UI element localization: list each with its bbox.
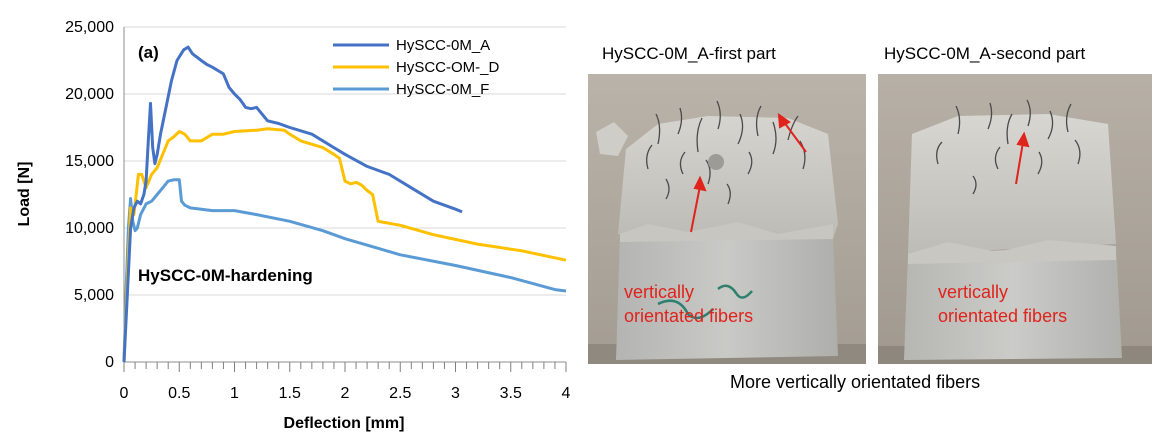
photo-caption: More vertically orientated fibers [730, 372, 981, 392]
series-line-2 [122, 127, 567, 363]
series-line-3 [122, 178, 567, 363]
gridlines [124, 26, 566, 296]
photo-second-label-line1: vertically [938, 282, 1009, 302]
legend: HySCC-0M_A HySCC-OM-_D HySCC-0M_F [333, 37, 499, 98]
y-tick-label: 15,000 [65, 153, 114, 170]
panel-label: (a) [138, 43, 159, 62]
legend-label: HySCC-0M_A [396, 37, 490, 54]
x-tick-label: 0.5 [168, 385, 190, 402]
specimen-photo-first [588, 74, 866, 364]
y-tick-label: 0 [105, 354, 114, 371]
photo-first-part: vertically orientated fibers [588, 74, 866, 364]
x-tick-label: 1.5 [279, 385, 301, 402]
arrows-first [690, 112, 807, 233]
y-tick-label: 10,000 [65, 220, 114, 237]
photo-second-label-line2: orientated fibers [938, 306, 1068, 326]
hardening-annotation: HySCC-0M-hardening [138, 266, 313, 285]
arrows-second [1015, 131, 1030, 185]
x-tick-label: 2 [341, 385, 350, 402]
series-lines [122, 45, 567, 363]
x-tick-label: 3.5 [500, 385, 522, 402]
y-tick-label: 25,000 [65, 19, 114, 36]
legend-label: HySCC-0M_F [396, 81, 489, 98]
photo-second-title: HySCC-0M_A-second part [884, 44, 1086, 63]
photo-first-label-line1: vertically [624, 282, 695, 302]
x-tick-label: 3 [451, 385, 460, 402]
specimen-photo-second [878, 74, 1152, 364]
series-line-1 [122, 45, 463, 363]
x-tick-label: 4 [562, 385, 571, 402]
tick-labels: 0 5,000 10,000 15,000 20,000 25,000 0 0.5 1 1.5 2 2… [65, 19, 570, 402]
photo-first-title: HySCC-0M_A-first part [602, 44, 776, 63]
photo-second-part: vertically orientated fibers [878, 74, 1152, 364]
x-axis-title: Deflection [mm] [284, 415, 405, 432]
legend-label: HySCC-OM-_D [396, 59, 499, 76]
photo-first-label-line2: orientated fibers [624, 306, 754, 326]
x-tick-label: 0 [120, 385, 129, 402]
photo-second-label: vertically orientated fibers [938, 280, 1067, 328]
y-tick-label: 20,000 [65, 86, 114, 103]
y-axis-title: Load [N] [16, 162, 33, 227]
photo-first-label: vertically orientated fibers [624, 280, 753, 328]
x-tick-label: 1 [230, 385, 239, 402]
axes [123, 27, 566, 363]
y-tick-label: 5,000 [74, 287, 114, 304]
x-minor-ticks [123, 362, 567, 372]
x-tick-label: 2.5 [389, 385, 411, 402]
